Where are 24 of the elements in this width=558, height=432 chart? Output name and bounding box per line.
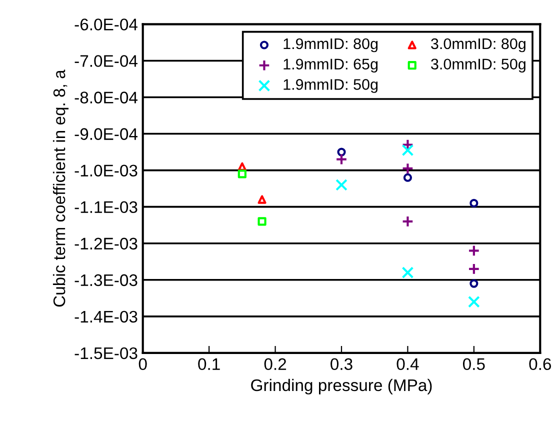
- legend-label: 1.9mmID: 50g: [284, 79, 378, 93]
- legend-label: 1.9mmID: 65g: [284, 58, 378, 73]
- x-tick-label: 0: [138, 358, 147, 370]
- x-tick-label: 0.1: [198, 358, 220, 370]
- x-axis-title: Grinding pressure (MPa): [251, 378, 432, 394]
- legend-label: 3.0mmID: 80g: [431, 38, 526, 52]
- x-tick-label: 0.6: [529, 358, 551, 370]
- x-tick-label: 0.4: [396, 358, 419, 370]
- y-tick-label: -1.1E-03: [74, 201, 138, 214]
- x-tick-label: 0.3: [330, 358, 352, 370]
- y-axis-title: Cubic term coefficient in eq. 8, a: [52, 70, 69, 307]
- y-tick-label: -8.0E-04: [74, 92, 138, 104]
- legend-label: 3.0mmID: 50g: [431, 58, 526, 73]
- legend-label: 1.9mmID: 80g: [284, 38, 378, 52]
- x-tick-label: 0.5: [462, 358, 485, 370]
- y-tick-label: -1.5E-03: [74, 347, 138, 360]
- y-tick-label: -1.3E-03: [74, 274, 138, 286]
- y-tick-label: -9.0E-04: [74, 128, 138, 140]
- y-tick-label: -1.0E-03: [74, 164, 138, 177]
- y-tick-label: -6.0E-04: [74, 18, 138, 30]
- y-tick-label: -1.4E-03: [74, 310, 138, 323]
- y-tick-label: -7.0E-04: [74, 55, 138, 67]
- x-tick-label: 0.2: [264, 358, 286, 370]
- y-tick-label: -1.2E-03: [74, 238, 138, 250]
